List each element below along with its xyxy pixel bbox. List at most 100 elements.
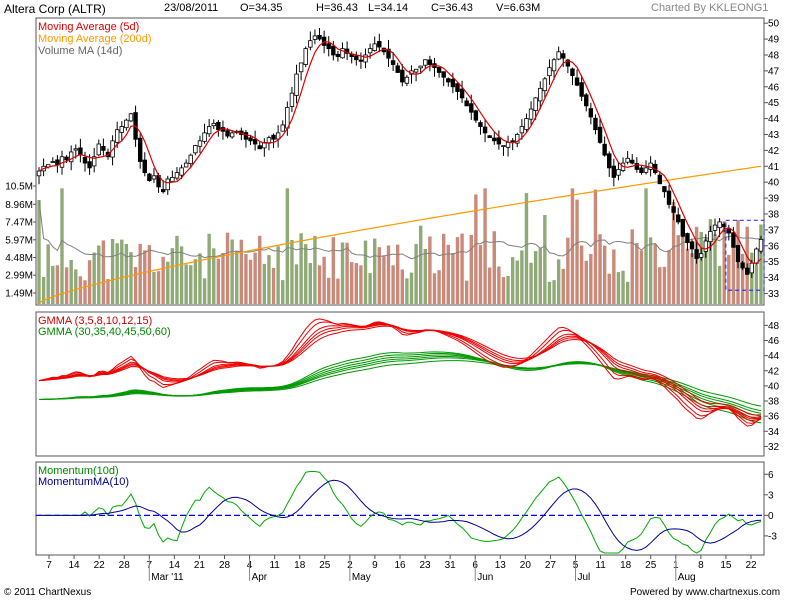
x-month-label: Apr	[252, 572, 268, 583]
volume-bar	[694, 226, 699, 304]
momentum-tick-label: -3	[768, 531, 777, 542]
volume-bar	[441, 233, 446, 304]
candle-body	[648, 162, 653, 170]
volume-bar	[83, 280, 87, 304]
volume-bar	[676, 235, 680, 304]
candle-body	[657, 174, 663, 185]
candle-body	[487, 135, 492, 139]
candle-body	[326, 43, 331, 50]
candle-body	[128, 113, 134, 122]
volume-bar	[396, 244, 400, 304]
x-month-label: Aug	[678, 572, 696, 583]
candle-body	[542, 78, 548, 92]
x-day-label: 21	[194, 560, 206, 571]
candle-body	[671, 206, 676, 213]
candle-body	[703, 240, 709, 252]
powered-by-link[interactable]: Powered by www.chartnexus.com	[630, 587, 781, 598]
price-tick-label: 40	[768, 178, 780, 189]
gmma-tick-label: 48	[768, 321, 780, 332]
volume-bar	[101, 240, 106, 304]
price-tick-label: 39	[768, 194, 780, 205]
volume-tick-label: 4.48M	[5, 253, 33, 264]
candle-body	[114, 129, 120, 143]
candle-body	[602, 143, 607, 156]
x-day-label: 25	[319, 560, 331, 571]
candle-body	[354, 55, 359, 61]
candle-body	[446, 78, 451, 83]
volume-tick-label: 10.5M	[5, 182, 33, 193]
gmma-tick-label: 38	[768, 397, 780, 408]
volume-bar	[331, 237, 336, 304]
legend-gmma-long: GMMA (30,35,40,45,50,60)	[38, 326, 171, 338]
volume-bar	[593, 189, 598, 304]
legend-gmma-short: GMMA (3,5,8,10,12,15)	[38, 315, 152, 327]
x-day-label: 14	[169, 560, 181, 571]
volume-bar	[170, 248, 175, 304]
candle-body	[639, 167, 644, 174]
candle-body	[377, 40, 382, 48]
volume-bar	[598, 234, 602, 304]
volume-bar	[446, 244, 450, 304]
gmma-tick-label: 34	[768, 427, 780, 438]
price-tick-label: 38	[768, 209, 780, 220]
volume-bar	[428, 236, 432, 304]
candle-body	[386, 48, 391, 59]
candle-body	[735, 244, 741, 263]
x-month-label: Jul	[578, 572, 591, 583]
volume-bar	[464, 280, 469, 304]
volume-bar	[713, 234, 717, 304]
volume-bar	[501, 277, 506, 304]
volume-bar	[460, 233, 464, 304]
candle-body	[749, 262, 755, 274]
volume-bar	[216, 258, 221, 304]
candle-body	[372, 43, 377, 51]
candle-body	[252, 138, 258, 145]
volume-bar	[621, 270, 625, 304]
legend-volume-ma: Volume MA (14d)	[38, 45, 122, 57]
volume-bar	[759, 224, 763, 304]
gmma-short-line	[38, 321, 762, 424]
price-tick-label: 49	[768, 35, 780, 46]
candle-body	[183, 162, 189, 168]
candle-body	[400, 69, 405, 83]
volume-bar	[235, 250, 239, 304]
candle-body	[248, 137, 253, 142]
volume-bar	[382, 255, 386, 304]
price-tick-label: 50	[768, 19, 780, 30]
volume-bar	[671, 202, 676, 304]
candle-body	[188, 154, 193, 165]
x-day-label: 18	[620, 560, 632, 571]
x-day-label: 18	[294, 560, 306, 571]
candle-body	[174, 172, 180, 179]
candle-body	[607, 153, 612, 169]
volume-bar	[294, 264, 299, 304]
candle-body	[55, 159, 60, 166]
candle-body	[165, 178, 170, 191]
volume-bar	[533, 251, 538, 304]
volume-bar	[423, 249, 427, 304]
candle-body	[202, 132, 207, 142]
gmma-short-line	[38, 318, 762, 427]
volume-bar	[97, 245, 101, 304]
candle-body	[533, 97, 538, 111]
close-value: C=36.43	[431, 2, 473, 14]
candle-body	[436, 67, 442, 73]
candle-body	[73, 148, 78, 151]
price-tick-label: 45	[768, 98, 780, 109]
candle-body	[459, 88, 465, 99]
ma5-line	[38, 41, 762, 264]
volume-bar	[317, 265, 322, 304]
candle-body	[694, 249, 699, 259]
candle-body	[160, 189, 166, 193]
volume-bar	[313, 235, 317, 304]
price-tick-label: 48	[768, 50, 780, 61]
volume-bar	[175, 235, 179, 304]
candle-body	[469, 103, 474, 113]
volume-bar	[409, 272, 414, 304]
volume-bar	[451, 252, 455, 304]
legend-ma200: Moving Average (200d)	[38, 33, 152, 45]
volume-bar	[685, 248, 690, 304]
candle-body	[321, 36, 327, 46]
volume-bar	[373, 238, 377, 304]
